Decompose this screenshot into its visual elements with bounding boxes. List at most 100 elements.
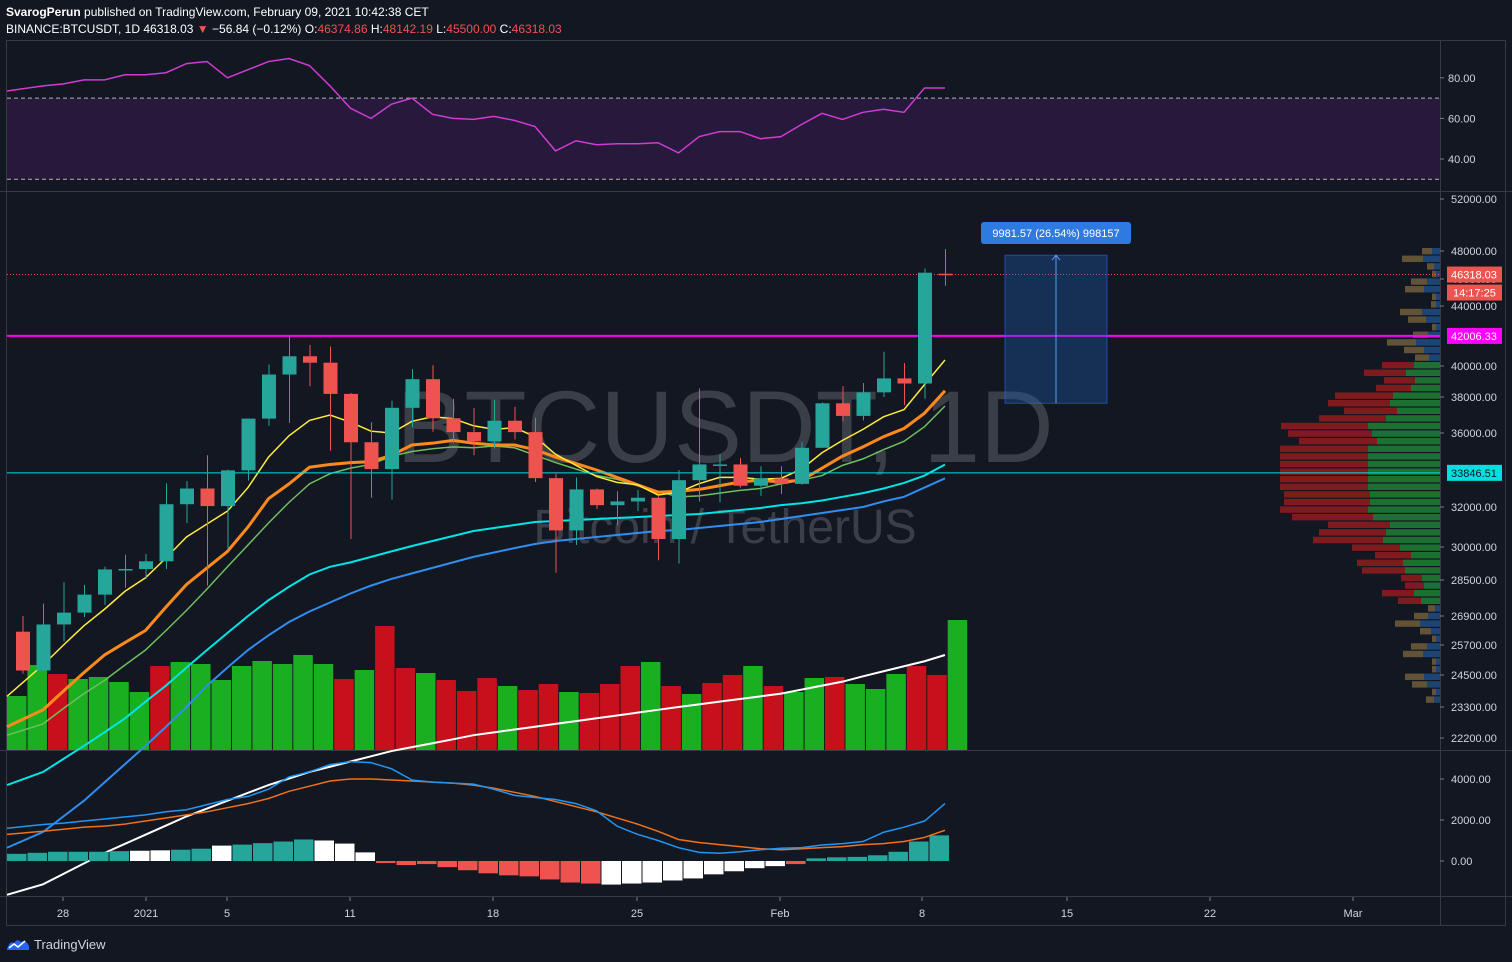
price-axis-labels: 46318.03 14:17:25 42006.33 33846.51 xyxy=(1447,266,1502,481)
volume-profile-bar xyxy=(1416,339,1440,346)
volume-profile-bar xyxy=(1368,445,1440,452)
volume-bar xyxy=(109,682,129,750)
candle-body xyxy=(364,442,379,470)
volume-bar xyxy=(88,677,109,750)
volume-profile-bar xyxy=(1352,544,1400,551)
candle-body xyxy=(877,378,891,393)
volume-profile-bar xyxy=(1398,597,1421,604)
price-tick-label: 26900.00 xyxy=(1451,611,1497,623)
volume-profile-bar xyxy=(1428,605,1435,612)
volume-profile-bar xyxy=(1405,582,1424,589)
volume-profile-bar xyxy=(1432,658,1436,665)
countdown-label: 14:17:25 xyxy=(1453,288,1496,300)
candle-body xyxy=(692,464,707,481)
volume-profile-bar xyxy=(1400,544,1440,551)
rsi-tick-label: 40.00 xyxy=(1448,154,1476,166)
macd-histogram-bar xyxy=(355,852,375,861)
volume-profile-bar xyxy=(1319,529,1386,536)
candle-body xyxy=(385,407,399,470)
volume-profile-bar xyxy=(1432,248,1440,255)
macd-histogram-bar xyxy=(314,840,334,861)
time-tick-label: 8 xyxy=(919,908,925,920)
volume-bar xyxy=(27,665,47,750)
volume-bar xyxy=(845,684,865,750)
candle-body xyxy=(446,418,461,433)
volume-profile-bar xyxy=(1401,574,1422,582)
candle-body xyxy=(98,569,112,595)
rsi-pane[interactable]: 80.00 60.00 40.00 xyxy=(6,57,1476,180)
volume-profile-bar xyxy=(1400,308,1422,316)
macd-histogram-bar xyxy=(724,861,744,872)
volume-bar xyxy=(211,680,231,750)
volume-profile-bar xyxy=(1299,438,1377,445)
macd-line xyxy=(6,760,946,854)
down-arrow-icon: ▼ xyxy=(196,22,209,36)
candle-body xyxy=(344,393,358,443)
volume-profile-bar xyxy=(1421,597,1440,604)
macd-tick-label: 4000.00 xyxy=(1451,774,1491,786)
open-label: O: xyxy=(304,22,318,36)
macd-pane[interactable]: 4000.00 2000.00 0.00 xyxy=(6,760,1491,885)
publish-info: published on TradingView.com, February 0… xyxy=(84,5,429,19)
volume-profile-bar xyxy=(1414,590,1440,597)
macd-histogram-bar xyxy=(458,861,478,871)
volume-bar xyxy=(375,626,395,750)
price-pane[interactable]: BTCUSDT, 1D Bitcoin / TetherUS 9981.57 (… xyxy=(6,194,1502,896)
volume-profile-bar xyxy=(1382,590,1414,597)
volume-bar xyxy=(579,693,600,750)
volume-profile-bar xyxy=(1280,476,1368,483)
volume-bar xyxy=(231,666,252,750)
volume-profile-bar xyxy=(1368,422,1440,430)
volume-profile-bar xyxy=(1420,628,1431,635)
candle-body xyxy=(733,464,748,486)
macd-histogram-bar xyxy=(540,861,560,880)
support-label-bg xyxy=(1447,464,1502,481)
macd-histogram-bar xyxy=(806,858,826,861)
volume-profile-bar xyxy=(1432,688,1436,696)
volume-profile-bar xyxy=(1319,415,1386,422)
volume-profile-bar xyxy=(1370,498,1440,506)
candle-body xyxy=(856,392,871,416)
candle-body xyxy=(795,447,809,484)
volume-profile-bar xyxy=(1281,422,1368,430)
volume-profile-bar xyxy=(1328,400,1390,407)
volume-profile-bar xyxy=(1370,491,1440,498)
symbol-label[interactable]: BINANCE:BTCUSDT, 1D xyxy=(6,22,141,36)
volume-bar xyxy=(518,690,538,750)
volume-profile-bar xyxy=(1436,301,1440,308)
candle-body xyxy=(467,432,481,442)
time-tick-label: 15 xyxy=(1061,908,1073,920)
volume-profile-bar xyxy=(1404,346,1424,354)
volume-profile-bar xyxy=(1372,430,1440,437)
volume-profile-bar xyxy=(1432,293,1436,300)
volume-bar xyxy=(681,694,702,750)
candle-body xyxy=(200,488,215,507)
candle-body xyxy=(16,631,30,671)
candle-body xyxy=(118,569,133,571)
macd-histogram-bar xyxy=(827,857,847,861)
volume-profile-bar xyxy=(1368,483,1440,490)
price-tick-label: 48000.00 xyxy=(1451,246,1497,258)
macd-histogram-bar xyxy=(437,861,457,868)
rsi-axis: 80.00 60.00 40.00 xyxy=(1440,73,1476,166)
footer-brand[interactable]: TradingView xyxy=(6,934,106,954)
volume-profile-bar xyxy=(1383,536,1440,544)
measure-tool[interactable]: 9981.57 (26.54%) 998157 xyxy=(981,222,1131,404)
candle-body xyxy=(508,420,522,433)
macd-histogram-bar xyxy=(417,861,437,865)
volume-profile-bar xyxy=(1436,666,1440,673)
macd-histogram-bar xyxy=(7,853,27,861)
volume-profile-bar xyxy=(1280,445,1368,452)
volume-profile-bar xyxy=(1436,293,1440,300)
candle-body xyxy=(672,480,686,539)
price-tick-label: 22200.00 xyxy=(1451,733,1497,745)
author-name[interactable]: SvarogPerun xyxy=(6,5,81,19)
moving-averages xyxy=(6,359,947,896)
volume-profile-bar xyxy=(1405,673,1424,680)
macd-histogram-bar xyxy=(581,861,601,884)
volume-profile-bar xyxy=(1328,521,1390,528)
resistance-label: 42006.33 xyxy=(1451,331,1497,343)
volume-profile-bar xyxy=(1373,514,1440,521)
rsi-line xyxy=(6,57,945,154)
